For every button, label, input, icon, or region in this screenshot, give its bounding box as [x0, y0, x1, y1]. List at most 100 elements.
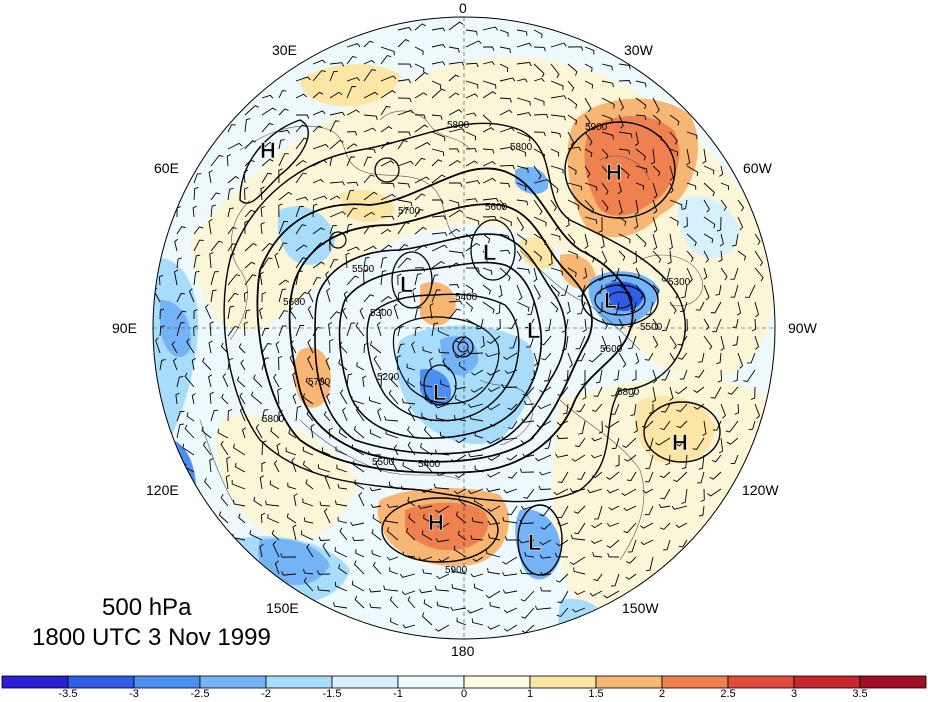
wind-barb — [601, 148, 609, 160]
wind-barb — [269, 480, 280, 490]
wind-barb — [192, 205, 197, 218]
wind-barb — [317, 464, 331, 473]
wind-barb — [380, 270, 387, 286]
wind-barb — [414, 307, 422, 320]
wind-barb — [431, 244, 448, 252]
wind-barb — [310, 424, 315, 439]
wind-barb — [363, 91, 379, 99]
wind-barb — [665, 454, 671, 466]
wind-barb — [408, 513, 416, 524]
wind-barb — [550, 165, 564, 174]
wind-barb — [598, 420, 603, 434]
wind-barb — [519, 569, 535, 575]
wind-barb — [635, 284, 644, 299]
wind-barb — [675, 522, 688, 528]
wind-barb — [635, 97, 647, 110]
wind-barb — [703, 284, 710, 301]
wind-barb — [465, 216, 480, 226]
wind-barb — [193, 325, 198, 337]
wind-barb — [635, 233, 647, 248]
wind-barb — [244, 105, 260, 116]
wind-barb — [337, 483, 348, 490]
wind-barb — [748, 420, 756, 430]
wind-barb — [210, 271, 219, 286]
wind-barb — [172, 357, 178, 371]
wind-barb — [718, 437, 724, 454]
low-marker: L — [528, 530, 541, 555]
wind-barb — [186, 412, 195, 422]
wind-barb — [281, 571, 297, 576]
wind-barb — [482, 61, 495, 66]
wind-barb — [476, 318, 484, 330]
wind-barb — [591, 471, 603, 479]
wind-barb — [627, 318, 637, 328]
wind-barb — [482, 148, 495, 154]
wind-barb — [209, 391, 214, 405]
wind-barb — [358, 492, 365, 507]
wind-barb — [334, 547, 348, 558]
wind-barb — [363, 245, 377, 252]
wind-barb — [618, 233, 631, 244]
wind-barb — [659, 471, 671, 479]
wind-barb — [455, 511, 467, 524]
wind-barb — [176, 423, 184, 439]
wind-barb — [380, 193, 396, 201]
wind-barb — [293, 493, 298, 507]
wind-barb — [236, 376, 246, 388]
wind-barb — [243, 169, 248, 184]
wind-barb — [702, 420, 707, 436]
wind-barb — [380, 126, 393, 133]
wind-barb — [351, 580, 365, 592]
wind-barb — [686, 267, 693, 283]
wind-barb — [677, 335, 688, 346]
wind-barb — [295, 172, 308, 184]
wind-barb — [345, 252, 350, 269]
wind-barb — [716, 352, 722, 365]
wind-barb — [470, 535, 484, 541]
wind-barb — [482, 26, 498, 31]
wind-barb — [533, 113, 549, 119]
wind-barb — [627, 539, 637, 553]
wind-barb — [737, 199, 745, 212]
colorbar-tick-label: -1 — [393, 688, 403, 700]
wind-barb — [635, 148, 646, 161]
wind-barb — [448, 284, 460, 289]
wind-barb — [186, 338, 195, 354]
wind-barb — [553, 488, 569, 496]
wind-barb — [253, 496, 263, 507]
wind-barb — [539, 539, 552, 546]
wind-barb — [737, 352, 744, 369]
wind-barb — [346, 77, 361, 82]
wind-barb — [414, 326, 421, 337]
wind-barb — [496, 318, 501, 331]
wind-barb — [566, 301, 571, 314]
wind-barb — [259, 544, 264, 558]
wind-barb — [312, 227, 325, 235]
colorbar-box — [595, 675, 663, 689]
wind-barb — [669, 182, 674, 194]
wind-barb — [397, 326, 404, 337]
wind-barb — [584, 131, 593, 146]
colorbar-tick-label: 2 — [658, 688, 666, 700]
wind-barb — [669, 386, 674, 401]
wind-barb — [652, 284, 660, 295]
wind-barb — [539, 554, 552, 559]
wind-barb — [488, 454, 501, 461]
wind-barb — [346, 275, 359, 286]
wind-barb — [541, 352, 552, 361]
wind-barb — [226, 456, 231, 473]
wind-barb — [633, 216, 639, 229]
wind-barb — [193, 270, 200, 286]
wind-barb — [482, 177, 496, 184]
wind-barb — [436, 601, 450, 609]
wind-barb — [397, 182, 411, 188]
wind-barb — [611, 267, 620, 282]
wind-barb — [617, 182, 622, 194]
wind-barb — [431, 43, 446, 49]
wind-barb — [645, 454, 654, 470]
wind-barb — [700, 488, 705, 502]
wind-barb — [578, 420, 586, 435]
wind-barb — [537, 403, 552, 410]
wind-barb — [302, 393, 314, 405]
wind-barb — [567, 114, 578, 125]
